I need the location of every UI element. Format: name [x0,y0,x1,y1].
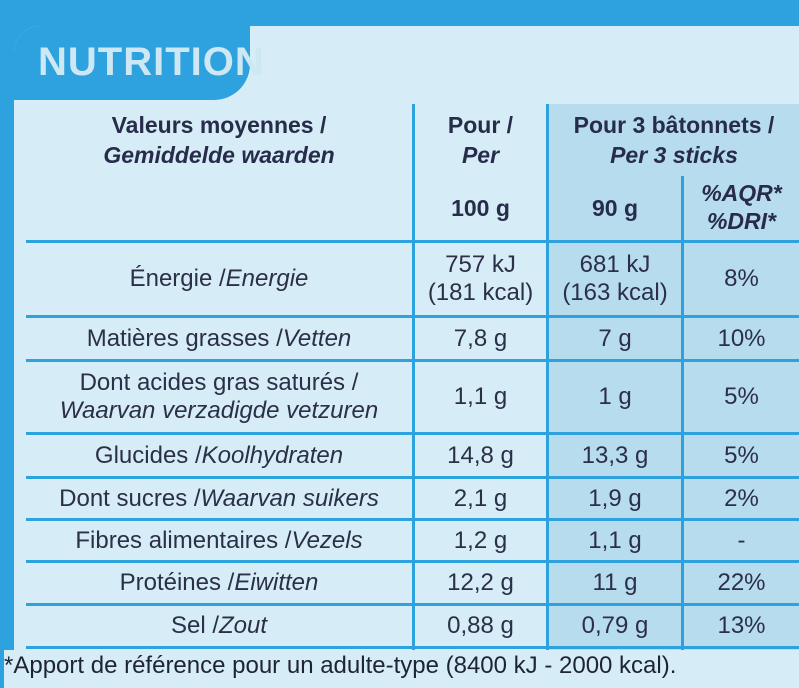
sugars-nl: Waarvan suikers [200,484,379,512]
row-divider [26,518,799,521]
fibre-pct: - [737,526,746,554]
energy-per100: 757 kJ (181 kcal) [415,243,546,315]
header-per-sticks: Pour 3 bâtonnets / Per 3 sticks [549,110,799,170]
saturates-per90: 1 g [598,383,632,410]
energy-fr: Énergie / [129,265,226,292]
sugars-per100: 2,1 g [453,484,508,512]
header-dri: %DRI* [706,208,776,234]
fat-fr: Matières grasses / [86,324,283,352]
row-energy-label: Énergie / Energie [26,243,412,315]
energy-per90-kcal: (163 kcal) [562,279,668,306]
header-100g: 100 g [451,195,510,221]
row-divider [26,476,799,479]
saturates-per100: 1,1 g [453,383,508,410]
salt-pct: 13% [717,612,766,639]
row-saturates-label: Dont acides gras saturés / Waarvan verza… [26,362,412,432]
header-pct: %AQR* %DRI* [684,176,799,238]
row-carbs-label: Glucides / Koolhydraten [26,435,412,476]
row-divider [26,240,799,243]
sugars-fr: Dont sucres / [59,484,201,512]
protein-per100: 12,2 g [447,569,514,596]
header-per: Pour / Per [415,110,546,170]
saturates-pct: 5% [724,383,759,410]
header-nutrient-fr: Valeurs moyennes / [111,112,327,138]
reference-footnote: *Apport de référence pour un adulte-type… [4,650,799,688]
carbs-per100: 14,8 g [447,441,514,469]
salt-per90: 0,79 g [581,612,649,639]
fat-per100: 7,8 g [453,324,508,352]
header-sticks-nl: Per 3 sticks [610,142,738,168]
row-salt-label: Sel / Zout [26,606,412,646]
fibre-per100: 1,2 g [453,526,508,554]
header-sticks-fr: Pour 3 bâtonnets / [573,112,775,138]
protein-nl: Eiwitten [234,569,319,596]
salt-per100: 0,88 g [447,612,514,639]
row-divider [26,315,799,318]
row-divider [26,359,799,362]
protein-pct: 22% [717,569,766,596]
title-tab [14,26,250,100]
header-per-nl: Per [461,142,500,168]
row-divider [26,560,799,563]
energy-per90: 681 kJ (163 kcal) [549,243,681,315]
energy-per100-kcal: (181 kcal) [427,279,534,306]
fibre-fr: Fibres alimentaires / [75,526,292,554]
fibre-nl: Vezels [291,526,363,554]
header-per-fr: Pour / [447,112,514,138]
header-nutrient-nl: Gemiddelde waarden [103,142,335,168]
row-protein-label: Protéines / Eiwitten [26,563,412,603]
saturates-nl: Waarvan verzadigde vetzuren [59,397,379,424]
row-fibre-label: Fibres alimentaires / Vezels [26,521,412,560]
header-nutrient: Valeurs moyennes / Gemiddelde waarden [26,110,412,170]
energy-pct: 8% [724,265,759,292]
panel-title: NUTRITION [38,40,265,84]
carbs-nl: Koolhydraten [201,441,344,469]
nutrition-table: Valeurs moyennes / Gemiddelde waarden Po… [26,104,799,654]
header-90g: 90 g [591,195,639,221]
protein-per90: 11 g [592,569,638,596]
sugars-per90: 1,9 g [588,484,642,512]
col-divider-2 [546,104,549,654]
energy-nl: Energie [225,265,309,292]
protein-fr: Protéines / [119,569,235,596]
salt-nl: Zout [219,612,268,639]
col-divider-3 [681,176,684,654]
row-divider [26,646,799,649]
fibre-per90: 1,1 g [588,526,642,554]
row-sugars-label: Dont sucres / Waarvan suikers [26,479,412,518]
sugars-pct: 2% [724,484,759,512]
row-divider [26,432,799,435]
col-divider-1 [412,104,415,654]
salt-fr: Sel / [170,612,219,639]
carbs-per90: 13,3 g [581,441,649,469]
carbs-pct: 5% [724,441,759,469]
fat-pct: 10% [717,324,766,352]
row-fat-label: Matières grasses / Vetten [26,318,412,359]
fat-per90: 7 g [598,324,632,352]
saturates-fr: Dont acides gras saturés / [79,369,359,396]
row-divider [26,603,799,606]
fat-nl: Vetten [282,324,352,352]
energy-per90-kj: 681 kJ [579,251,651,278]
header-aqr: %AQR* [701,180,782,206]
energy-per100-kj: 757 kJ [445,251,516,278]
carbs-fr: Glucides / [94,441,202,469]
